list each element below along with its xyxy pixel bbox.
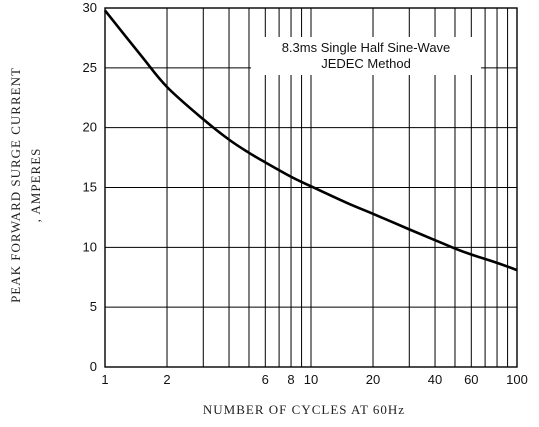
plot-frame [104, 7, 518, 368]
y-tick-label-5: 25 [83, 60, 97, 75]
x-tick-label-8: 100 [506, 372, 528, 387]
y-axis-label-line-2: , AMPERES [28, 148, 43, 223]
y-tick-label-3: 15 [83, 180, 97, 195]
x-tick-label-1: 2 [163, 372, 170, 387]
x-axis-label: NUMBER OF CYCLES AT 60Hz [203, 402, 405, 417]
annotation-line-2: JEDEC Method [321, 56, 411, 71]
x-tick-label-5: 20 [366, 372, 380, 387]
x-tick-labels: 1 2 6 8 10 20 40 60 100 [101, 372, 527, 387]
annotation-background [251, 37, 481, 75]
y-tick-label-1: 5 [90, 299, 97, 314]
x-tick-label-4: 10 [304, 372, 318, 387]
y-tick-labels: 0 5 10 15 20 25 30 [83, 0, 97, 374]
y-tick-label-2: 10 [83, 239, 97, 254]
x-tick-label-3: 8 [287, 372, 294, 387]
annotation-box: 8.3ms Single Half Sine-Wave JEDEC Method [251, 37, 481, 75]
series-line [103, 9, 518, 272]
x-tick-label-2: 6 [262, 372, 269, 387]
y-tick-label-0: 0 [90, 359, 97, 374]
annotation-line-1: 8.3ms Single Half Sine-Wave [282, 40, 451, 55]
x-tick-label-6: 40 [428, 372, 442, 387]
y-axis-label-line-1: PEAK FORWARD SURGE CURRENT [8, 67, 23, 303]
y-tick-label-6: 30 [83, 0, 97, 15]
x-tick-label-0: 1 [101, 372, 108, 387]
x-tick-label-7: 60 [464, 372, 478, 387]
y-tick-label-4: 20 [83, 120, 97, 135]
